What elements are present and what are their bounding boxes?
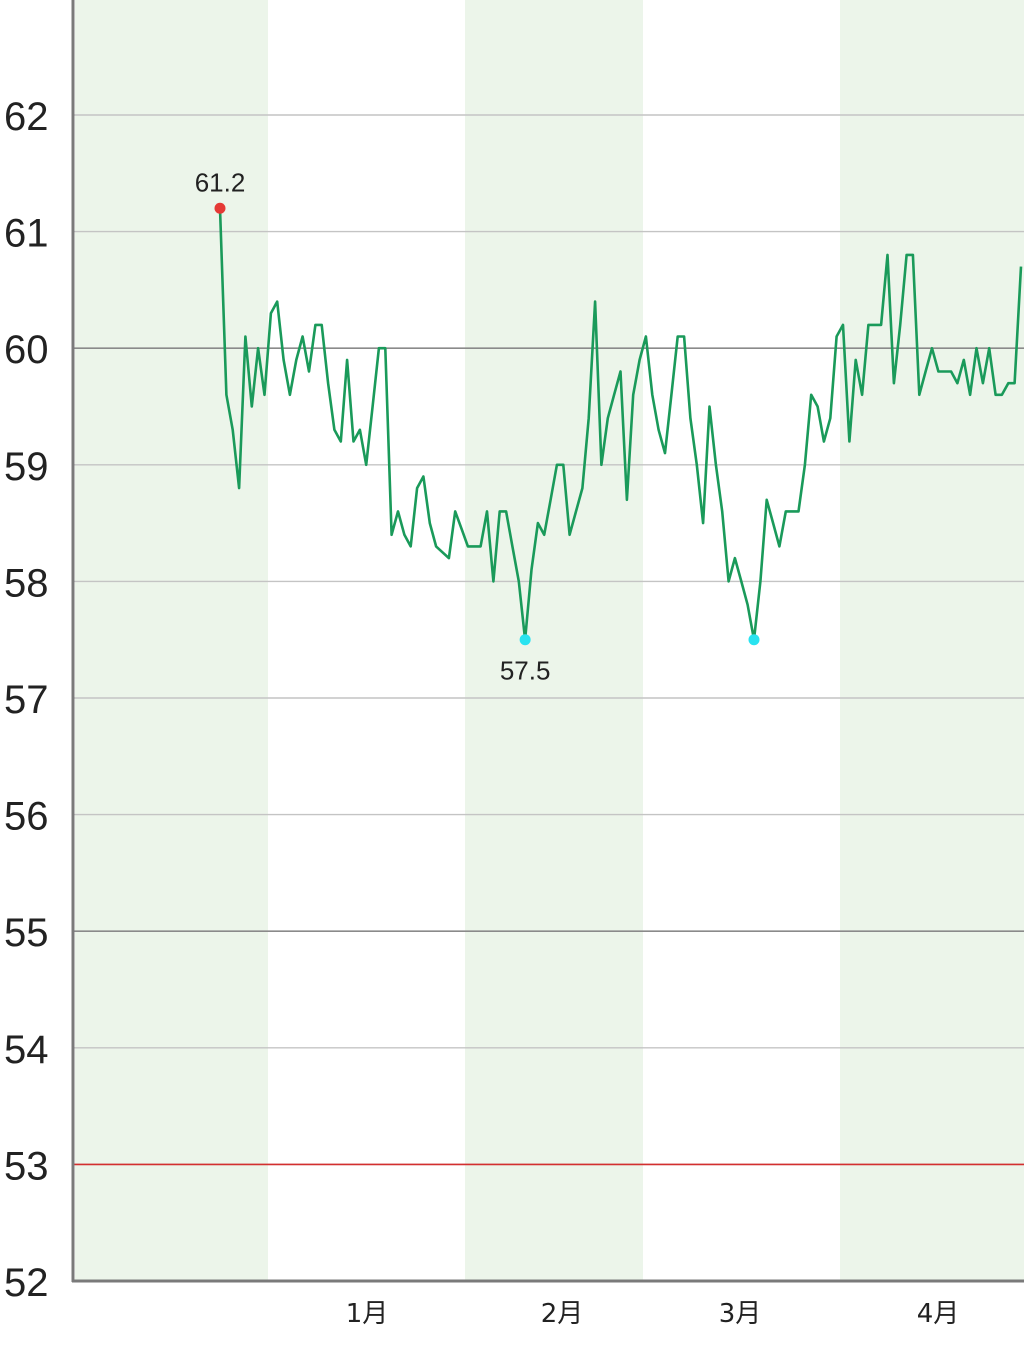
y-tick-label-56: 56 xyxy=(4,795,49,839)
month-band-2 xyxy=(465,0,643,1281)
y-tick-label-54: 54 xyxy=(4,1028,49,1072)
y-tick-label-58: 58 xyxy=(4,561,49,605)
data-point-marker-2 xyxy=(519,634,531,646)
y-tick-label-52: 52 xyxy=(4,1261,49,1305)
month-band-1 xyxy=(75,0,268,1281)
y-tick-label-57: 57 xyxy=(4,678,49,722)
x-tick-label-2: 2月 xyxy=(541,1299,584,1329)
y-tick-label-62: 62 xyxy=(4,95,49,139)
y-tick-label-61: 61 xyxy=(4,212,49,256)
y-tick-label-60: 60 xyxy=(4,328,49,372)
x-tick-label-3: 3月 xyxy=(719,1299,762,1329)
y-tick-label-53: 53 xyxy=(4,1144,49,1188)
data-point-marker-3 xyxy=(748,634,760,646)
data-label-2: 57.5 xyxy=(500,656,551,686)
y-tick-label-55: 55 xyxy=(4,911,49,955)
data-point-marker-1 xyxy=(214,202,226,214)
x-tick-label-4: 4月 xyxy=(917,1299,960,1329)
x-tick-label-1: 1月 xyxy=(346,1299,389,1329)
month-band-3 xyxy=(840,0,1024,1281)
weight-series-line xyxy=(218,208,1023,642)
data-label-1: 61.2 xyxy=(195,167,246,197)
y-tick-label-59: 59 xyxy=(4,445,49,489)
